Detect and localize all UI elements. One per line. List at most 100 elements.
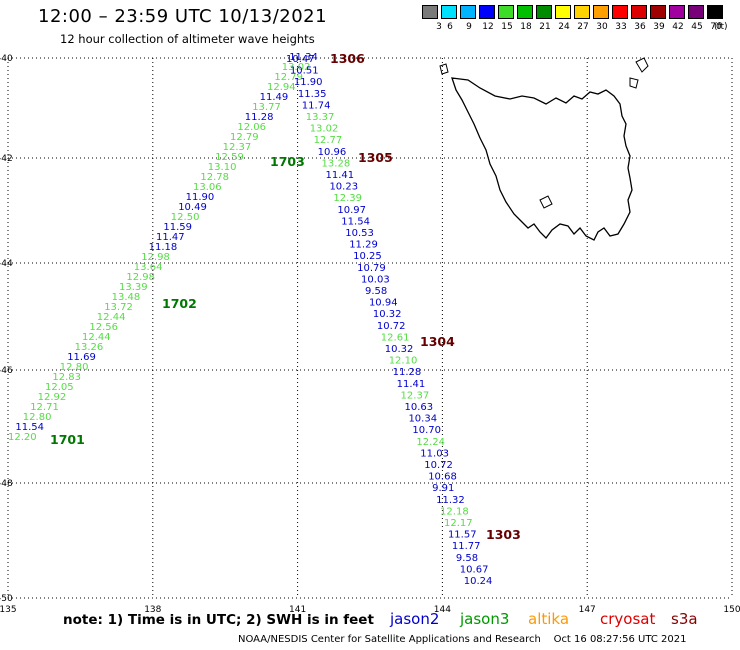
map-subtitle: 12 hour collection of altimeter wave hei… [60, 32, 315, 46]
scale-swatch [536, 5, 552, 19]
legend-jason2: jason2 [390, 610, 440, 628]
lon-tick-label: 135 [0, 605, 17, 615]
swh-value: 12.18 [440, 506, 469, 517]
swh-value: 12.44 [82, 332, 111, 343]
swh-value: 13.02 [310, 124, 339, 135]
scale-label: 21 [539, 22, 551, 32]
lat-tick-label: -46 [0, 366, 13, 376]
swh-value: 12.92 [38, 392, 67, 403]
swh-value: 12.44 [97, 312, 126, 323]
swh-value: 11.54 [341, 216, 370, 227]
scale-label: 30 [596, 22, 608, 32]
swh-value: 11.32 [436, 495, 465, 506]
swh-value: 10.68 [428, 472, 457, 483]
legend-altika: altika [528, 610, 570, 628]
legend-jason3: jason3 [460, 610, 510, 628]
swh-value: 12.98 [141, 252, 170, 263]
scale-label: 39 [653, 22, 665, 32]
scale-swatch [612, 5, 628, 19]
swh-value: 11.29 [349, 240, 378, 251]
scale-label: 27 [577, 22, 589, 32]
swh-value: 11.49 [260, 92, 289, 103]
scale-swatch [460, 5, 476, 19]
swh-value: 12.37 [401, 390, 430, 401]
swh-value: 12.77 [314, 135, 343, 146]
scale-swatch [517, 5, 533, 19]
scale-label: 42 [672, 22, 684, 32]
tasmania-coastline [451, 77, 633, 241]
swh-value: 12.24 [416, 437, 445, 448]
scale-label: 9 [466, 22, 472, 32]
swh-value: 11.54 [15, 422, 44, 433]
pass-number-label: 1303 [486, 527, 521, 542]
lat-tick-label: -42 [0, 154, 13, 164]
swh-value: 10.03 [361, 274, 390, 285]
swh-value: 11.59 [163, 222, 192, 233]
swh-value: 13.26 [75, 342, 104, 353]
swh-value: 12.79 [274, 72, 303, 83]
swh-value: 10.96 [318, 147, 347, 158]
swh-value: 12.10 [389, 356, 418, 367]
island-outline [439, 63, 449, 75]
swh-value: 10.32 [385, 344, 414, 355]
swh-value: 13.02 [282, 62, 311, 73]
scale-label: 18 [520, 22, 532, 32]
swh-value: 11.47 [156, 232, 185, 243]
swh-value: 11.41 [326, 170, 355, 181]
swh-value: 11.90 [186, 192, 215, 203]
pass-number-label: 1304 [420, 334, 455, 349]
pass-number-label: 1305 [358, 150, 393, 165]
swh-value: 12.80 [23, 412, 52, 423]
swh-value: 10.53 [345, 228, 374, 239]
swh-value: 13.39 [119, 282, 148, 293]
swh-value: 10.94 [369, 298, 398, 309]
scale-label: 45 [691, 22, 703, 32]
island-outline [635, 57, 649, 73]
swh-value: 11.28 [245, 112, 274, 123]
swh-value: 10.47 [286, 54, 315, 65]
scale-swatch [441, 5, 457, 19]
swh-value: 11.90 [294, 77, 323, 88]
scale-label: 36 [634, 22, 646, 32]
pass-number-label: 1701 [50, 432, 85, 447]
swh-value: 12.79 [230, 132, 259, 143]
swh-value: 10.63 [405, 402, 434, 413]
swh-value: 13.48 [112, 292, 141, 303]
lon-tick-label: 150 [723, 605, 740, 615]
swh-value: 12.59 [215, 152, 244, 163]
scale-label: 15 [501, 22, 513, 32]
swh-value: 10.72 [424, 460, 453, 471]
swh-value: 10.25 [353, 251, 382, 262]
pass-number-label: 1306 [330, 51, 365, 66]
swh-value: 12.80 [60, 362, 89, 373]
swh-value: 12.39 [333, 193, 362, 204]
scale-swatch [631, 5, 647, 19]
swh-value: 10.49 [178, 202, 207, 213]
swh-value: 12.71 [30, 402, 59, 413]
swh-value: 10.70 [412, 425, 441, 436]
swh-value: 11.77 [452, 541, 481, 552]
swh-value: 12.50 [171, 212, 200, 223]
scale-swatch [555, 5, 571, 19]
lake-outline [539, 195, 553, 209]
scale-label: 3 [436, 22, 442, 32]
swh-value: 10.32 [373, 309, 402, 320]
scale-unit-label: (ft) [714, 22, 728, 32]
pass-number-label: 1703 [270, 154, 305, 169]
swh-value: 12.20 [8, 432, 37, 443]
lat-tick-label: -50 [0, 594, 13, 604]
swh-value: 10.72 [377, 321, 406, 332]
swh-value: 12.17 [444, 518, 473, 529]
legend-s3a: s3a [671, 610, 698, 628]
swh-value: 11.34 [289, 52, 318, 63]
swh-value: 12.56 [89, 322, 118, 333]
swh-value: 12.78 [200, 172, 229, 183]
lat-tick-label: -40 [0, 54, 13, 64]
swh-value: 12.83 [52, 372, 81, 383]
scale-swatch [650, 5, 666, 19]
swh-value: 11.41 [397, 379, 426, 390]
swh-value: 12.06 [237, 122, 266, 133]
scale-label: 33 [615, 22, 627, 32]
